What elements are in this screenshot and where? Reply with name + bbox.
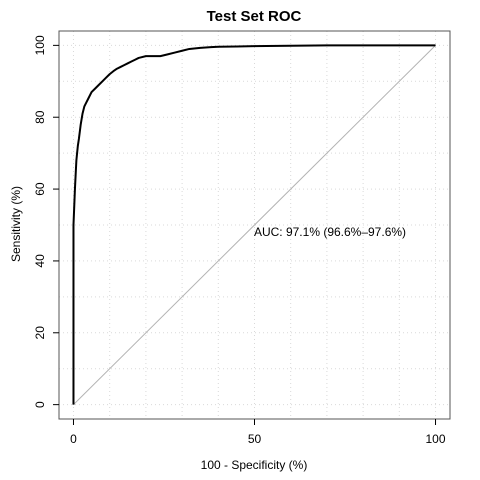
- y-tick-label: 0: [33, 401, 47, 408]
- chart-title: Test Set ROC: [207, 8, 302, 25]
- y-tick-label: 60: [33, 182, 47, 196]
- x-axis: 0 50 100: [70, 419, 446, 446]
- y-tick-label: 20: [33, 326, 47, 340]
- grid: [59, 31, 450, 419]
- x-axis-label: 100 - Specificity (%): [201, 458, 308, 472]
- y-axis-label: Sensitivity (%): [9, 186, 23, 262]
- x-tick-label: 50: [248, 432, 262, 446]
- x-tick-label: 0: [70, 432, 77, 446]
- reference-diagonal-line: [73, 45, 436, 405]
- y-axis: 0 20 40 60 80 100: [33, 35, 59, 408]
- auc-annotation: AUC: 97.1% (96.6%–97.6%): [254, 225, 406, 239]
- y-tick-label: 100: [33, 35, 47, 55]
- y-tick-label: 80: [33, 110, 47, 124]
- x-tick-label: 100: [426, 432, 446, 446]
- roc-curve-series: [72, 44, 436, 405]
- y-tick-label: 40: [33, 254, 47, 268]
